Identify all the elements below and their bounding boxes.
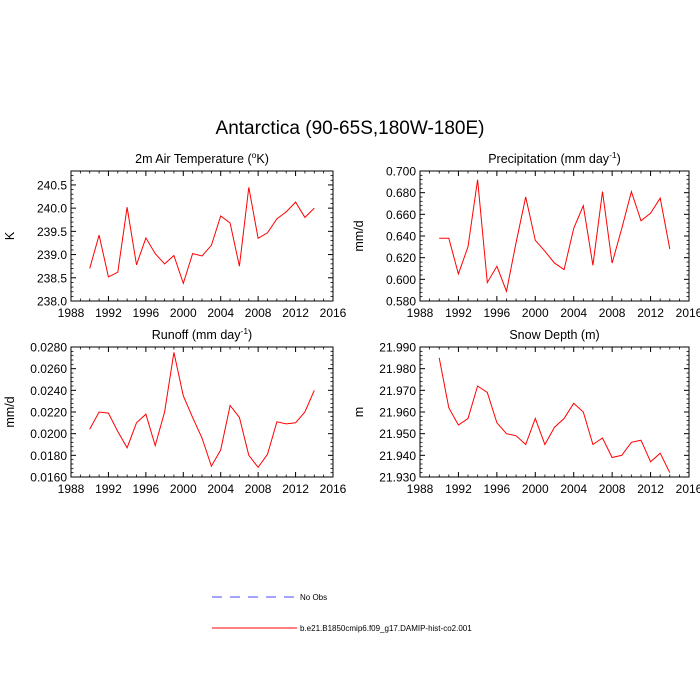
x-tick-label: 2012 <box>637 482 664 496</box>
panel-title-main: Snow Depth (m) <box>509 328 599 342</box>
x-tick-label: 2016 <box>676 482 700 496</box>
y-axis-label: m <box>352 407 366 417</box>
y-tick-label: 238.5 <box>37 271 67 285</box>
x-tick-label: 1996 <box>484 306 511 320</box>
x-tick-label: 1988 <box>58 482 85 496</box>
panel-title: Snow Depth (m) <box>509 328 599 342</box>
x-tick-label: 1992 <box>445 306 472 320</box>
x-tick-label: 1996 <box>133 306 160 320</box>
x-tick-label: 2004 <box>560 306 587 320</box>
series-line <box>89 187 315 286</box>
panel-title-main: Precipitation (mm day <box>488 152 610 166</box>
y-tick-label: 0.0280 <box>30 341 67 355</box>
panel-title: Precipitation (mm day-1) <box>488 150 621 166</box>
panel-runoff: Runoff (mm day-1) 1988 1992 1996 2000 2004 200… <box>3 326 347 496</box>
y-tick-label: 239.0 <box>37 248 67 262</box>
panel-air-temp: 2m Air Temperature (oK) 1988 1992 1996 2000 2… <box>3 150 347 320</box>
x-tick-label: 2012 <box>637 306 664 320</box>
x-tick-label: 2008 <box>245 482 272 496</box>
legend-entry: b.e21.B1850cmip6.f09_g17.DAMIP-hist-co2.… <box>212 624 472 633</box>
panel-title-main: 2m Air Temperature ( <box>135 152 252 166</box>
y-tick-label: 21.980 <box>379 362 416 376</box>
panels: 2m Air Temperature (oK)1988 1992 1996 2000 2… <box>3 150 700 496</box>
x-tick-label: 1996 <box>484 482 511 496</box>
series-line <box>89 352 315 469</box>
y-tick-label: 21.960 <box>379 406 416 420</box>
y-tick-label: 240.0 <box>37 202 67 216</box>
y-axis-label: K <box>3 231 17 240</box>
y-tick-label: 21.940 <box>379 449 416 463</box>
panel-title-superscript: -1 <box>609 150 617 160</box>
x-tick-label: 2000 <box>522 306 549 320</box>
y-tick-label: 0.700 <box>386 165 416 179</box>
x-tick-label: 1988 <box>407 482 434 496</box>
x-tick-label: 1988 <box>58 306 85 320</box>
panel-title-superscript: o <box>252 150 257 160</box>
y-tick-label: 21.970 <box>379 384 416 398</box>
legend-label: No Obs <box>300 593 327 602</box>
x-tick-label: 1992 <box>445 482 472 496</box>
x-tick-label: 2012 <box>282 306 309 320</box>
y-axis-label: mm/d <box>352 220 366 251</box>
x-tick-label: 1992 <box>95 306 122 320</box>
x-tick-label: 2008 <box>599 482 626 496</box>
x-tick-label: 1996 <box>133 482 160 496</box>
x-tick-label: 2012 <box>282 482 309 496</box>
panel-title-end: ) <box>617 152 621 166</box>
series-line <box>438 357 671 473</box>
y-tick-label: 0.600 <box>386 273 416 287</box>
y-tick-label: 0.0240 <box>30 384 67 398</box>
plot-frame <box>70 170 334 302</box>
y-tick-label: 0.660 <box>386 208 416 222</box>
y-tick-label: 21.950 <box>379 427 416 441</box>
y-tick-label: 238.0 <box>37 295 67 309</box>
x-tick-label: 2016 <box>676 306 700 320</box>
y-tick-label: 0.0160 <box>30 471 67 485</box>
y-tick-label: 0.0180 <box>30 449 67 463</box>
y-tick-label: 0.0220 <box>30 406 67 420</box>
figure-title: Antarctica (90-65S,180W-180E) <box>216 118 485 139</box>
x-tick-label: 2016 <box>320 306 347 320</box>
panel-snow-depth: Snow Depth (m) 1988 1992 1996 2000 2004 2008 20… <box>352 328 700 496</box>
panel-title-main: Runoff (mm day <box>152 328 241 342</box>
x-tick-label: 2008 <box>599 306 626 320</box>
y-tick-label: 21.930 <box>379 471 416 485</box>
panel-title-superscript: -1 <box>240 326 248 336</box>
x-tick-label: 1988 <box>407 306 434 320</box>
panel-title: 2m Air Temperature (oK) <box>135 150 269 166</box>
legend: No Obs b.e21.B1850cmip6.f09_g17.DAMIP-his… <box>212 593 472 633</box>
panel-title-end: ) <box>248 328 252 342</box>
series-line <box>439 179 671 294</box>
y-tick-label: 0.580 <box>386 295 416 309</box>
plot-frame <box>70 346 334 478</box>
x-tick-label: 2004 <box>207 306 234 320</box>
x-tick-label: 2000 <box>522 482 549 496</box>
plot-frame <box>419 170 690 302</box>
x-tick-label: 1992 <box>95 482 122 496</box>
y-tick-label: 0.640 <box>386 230 416 244</box>
y-axis-label: mm/d <box>3 396 17 427</box>
x-tick-label: 2004 <box>207 482 234 496</box>
x-tick-label: 2008 <box>245 306 272 320</box>
x-tick-label: 2004 <box>560 482 587 496</box>
legend-label: b.e21.B1850cmip6.f09_g17.DAMIP-hist-co2.… <box>300 624 472 633</box>
y-tick-label: 240.5 <box>37 178 67 192</box>
x-tick-label: 2000 <box>170 482 197 496</box>
panel-title-end: K) <box>256 152 269 166</box>
y-tick-label: 0.680 <box>386 186 416 200</box>
x-tick-label: 2016 <box>320 482 347 496</box>
panel-precipitation: Precipitation (mm day-1) 1988 1992 1996 2000… <box>352 150 700 320</box>
y-tick-label: 0.0260 <box>30 362 67 376</box>
y-tick-label: 21.990 <box>379 341 416 355</box>
y-tick-label: 0.0200 <box>30 427 67 441</box>
x-tick-label: 2000 <box>170 306 197 320</box>
legend-entry: No Obs <box>212 593 327 602</box>
y-tick-label: 0.620 <box>386 251 416 265</box>
y-tick-label: 239.5 <box>37 225 67 239</box>
panel-title: Runoff (mm day-1) <box>152 326 252 342</box>
